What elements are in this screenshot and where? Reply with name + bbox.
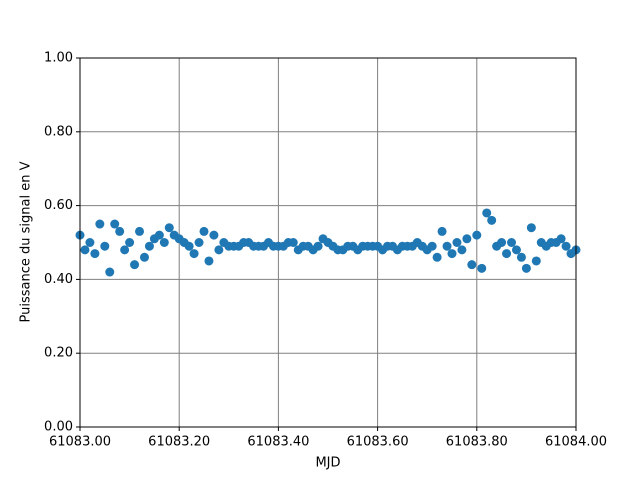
point: [125, 238, 135, 247]
point: [511, 245, 521, 255]
x-tick-label: 61083.00: [49, 435, 111, 450]
y-axis-label: Puissance du signal en V: [19, 161, 34, 322]
point: [502, 249, 512, 259]
point: [189, 249, 199, 259]
point: [561, 241, 571, 251]
point: [144, 241, 154, 251]
point: [497, 238, 507, 247]
point: [516, 252, 526, 262]
x-tick-label: 61083.80: [446, 435, 508, 450]
x-tick-label: 61083.40: [247, 435, 309, 450]
point: [482, 208, 492, 218]
point: [432, 252, 442, 262]
point: [115, 226, 125, 236]
point: [457, 245, 467, 255]
point: [110, 219, 120, 229]
point: [556, 234, 566, 244]
y-tick-label: 0.40: [44, 272, 73, 287]
point: [214, 245, 224, 255]
point: [164, 223, 174, 233]
point: [487, 215, 497, 225]
point: [437, 226, 447, 236]
plot-frame: [79, 57, 577, 428]
x-tick-label: 61083.60: [347, 435, 409, 450]
point: [526, 223, 536, 233]
point: [95, 219, 105, 229]
y-tick-label: 0.20: [44, 346, 73, 361]
point: [467, 260, 477, 270]
y-tick-label: 1.00: [44, 51, 73, 66]
x-tick-label: 61084.00: [545, 435, 607, 450]
point: [427, 241, 437, 251]
x-tick-label: 61083.20: [148, 435, 210, 450]
point: [120, 245, 130, 255]
y-tick-label: 0.60: [44, 198, 73, 213]
point: [80, 245, 90, 255]
point: [199, 226, 209, 236]
point: [313, 241, 323, 251]
point: [288, 238, 298, 247]
point: [507, 238, 517, 247]
point: [204, 256, 214, 266]
y-tick-label: 0.00: [44, 420, 73, 435]
point: [477, 263, 487, 273]
y-tick-label: 0.80: [44, 124, 73, 139]
point: [90, 249, 100, 259]
point: [184, 241, 194, 251]
point: [447, 249, 457, 259]
point: [135, 226, 145, 236]
point: [472, 230, 482, 240]
point: [130, 260, 140, 270]
point: [462, 234, 472, 244]
point: [159, 238, 169, 247]
point: [209, 230, 219, 240]
point: [442, 241, 452, 251]
point: [85, 238, 95, 247]
point: [139, 252, 149, 262]
point: [154, 230, 164, 240]
point: [105, 267, 115, 277]
point: [521, 263, 531, 273]
point: [100, 241, 110, 251]
x-axis-label: MJD: [315, 456, 340, 471]
point: [452, 238, 462, 247]
point: [194, 238, 204, 247]
point: [531, 256, 541, 266]
